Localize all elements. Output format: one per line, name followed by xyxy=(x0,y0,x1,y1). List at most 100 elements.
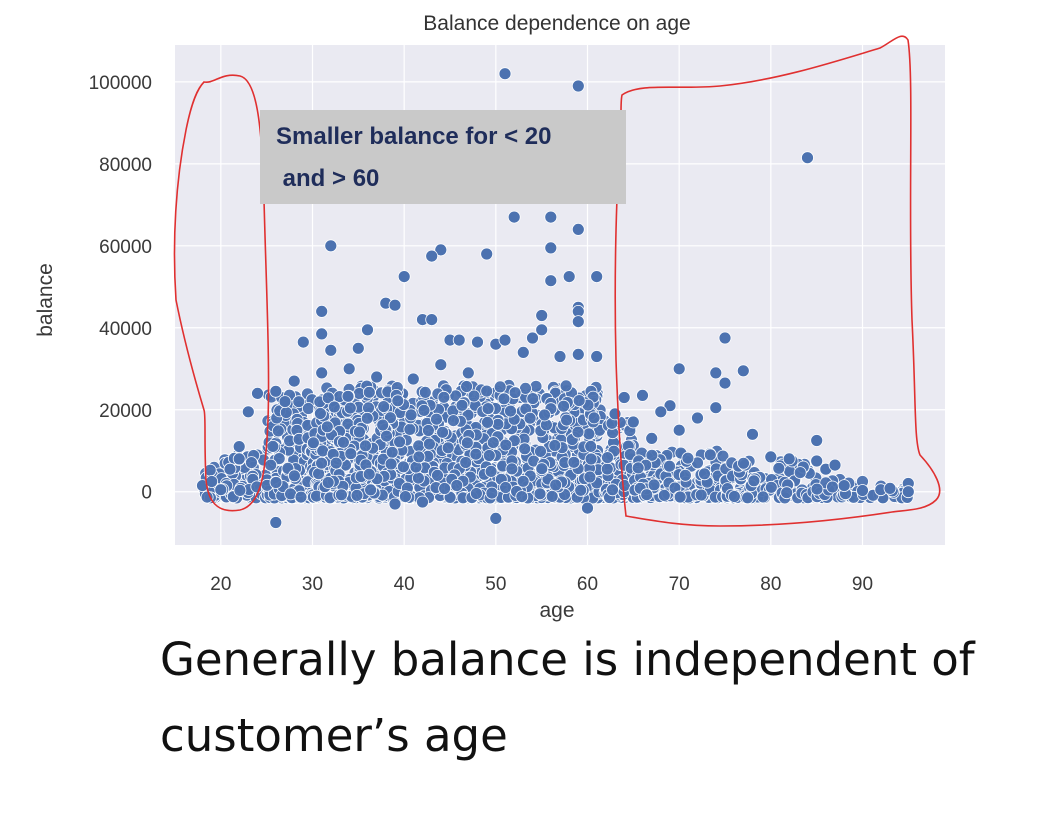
data-point xyxy=(498,67,512,81)
data-point xyxy=(416,495,429,509)
data-point xyxy=(600,462,614,476)
data-point xyxy=(606,483,619,497)
data-point xyxy=(747,474,761,488)
data-point xyxy=(434,243,448,257)
data-point xyxy=(516,345,530,359)
y-tick-label: 100000 xyxy=(89,73,152,94)
annotation-box: Smaller balance for < 20 and > 60 xyxy=(260,110,626,204)
data-point xyxy=(233,483,247,497)
data-point xyxy=(572,394,586,408)
data-point xyxy=(679,468,692,482)
data-point xyxy=(214,483,228,497)
x-tick-label: 40 xyxy=(394,574,415,595)
y-axis-label: balance xyxy=(34,263,57,337)
data-point xyxy=(901,485,915,499)
data-point xyxy=(388,497,402,511)
data-point xyxy=(544,241,558,255)
data-point xyxy=(412,450,426,464)
data-point xyxy=(324,343,338,357)
data-point xyxy=(657,488,671,502)
data-point xyxy=(663,399,677,413)
data-point xyxy=(582,427,596,441)
data-point xyxy=(430,412,443,426)
data-point xyxy=(341,389,355,403)
caption-text: Generally balance is independent of cust… xyxy=(160,633,975,762)
y-tick-label: 0 xyxy=(141,483,152,504)
data-point xyxy=(398,490,412,504)
data-point xyxy=(810,434,824,447)
y-tick-label: 60000 xyxy=(99,237,152,258)
data-point xyxy=(718,331,732,345)
data-point xyxy=(810,482,824,496)
data-point xyxy=(837,479,851,493)
data-point xyxy=(590,350,604,363)
data-point xyxy=(321,391,335,405)
data-point xyxy=(636,388,649,402)
data-point xyxy=(469,487,483,500)
data-point xyxy=(418,385,432,399)
data-point xyxy=(491,417,505,431)
data-point xyxy=(764,450,778,464)
data-point xyxy=(403,422,417,436)
data-point xyxy=(581,501,594,515)
data-point xyxy=(672,362,686,376)
data-point xyxy=(438,482,452,495)
data-point xyxy=(571,347,585,361)
x-tick-label: 50 xyxy=(485,574,506,595)
data-point xyxy=(417,403,431,417)
data-point xyxy=(471,335,484,349)
data-point xyxy=(571,79,585,93)
data-point xyxy=(716,449,730,463)
data-point xyxy=(499,481,513,494)
y-tick-label: 80000 xyxy=(99,155,152,176)
data-point xyxy=(431,468,444,482)
data-point xyxy=(645,448,659,462)
x-tick-label: 20 xyxy=(210,574,231,595)
data-point xyxy=(780,486,794,500)
data-point xyxy=(515,490,529,504)
data-point xyxy=(497,392,511,406)
data-point xyxy=(782,452,796,466)
data-point xyxy=(617,391,631,404)
data-point xyxy=(362,385,376,399)
data-point xyxy=(452,333,466,347)
data-point xyxy=(279,406,293,419)
data-point xyxy=(461,366,475,380)
data-point xyxy=(645,431,659,445)
data-point xyxy=(377,400,391,414)
data-point xyxy=(312,467,326,481)
data-point xyxy=(271,424,285,438)
data-point xyxy=(587,411,601,425)
data-point xyxy=(856,484,869,497)
data-point xyxy=(469,447,483,461)
data-point xyxy=(264,458,278,472)
data-point xyxy=(533,487,547,501)
data-point xyxy=(584,452,598,466)
data-point xyxy=(251,386,264,400)
data-points xyxy=(196,67,915,529)
data-point xyxy=(272,452,286,466)
y-tick-label: 40000 xyxy=(99,319,152,340)
y-tick-label: 20000 xyxy=(99,401,152,422)
data-point xyxy=(562,270,576,284)
data-point xyxy=(385,445,399,459)
data-point xyxy=(810,454,824,468)
data-point xyxy=(801,151,814,165)
data-point xyxy=(737,456,750,470)
data-point xyxy=(380,429,393,443)
data-point xyxy=(269,516,283,529)
data-point xyxy=(344,447,358,461)
data-point xyxy=(538,408,551,422)
x-tick-label: 30 xyxy=(302,574,323,595)
data-point xyxy=(301,402,315,415)
data-point xyxy=(504,404,517,418)
data-point xyxy=(631,461,645,475)
data-point xyxy=(499,438,513,452)
data-point xyxy=(361,323,374,337)
data-point xyxy=(437,390,451,404)
data-point xyxy=(296,335,310,349)
data-point xyxy=(505,462,519,476)
data-point xyxy=(681,451,695,465)
data-point xyxy=(526,392,540,406)
